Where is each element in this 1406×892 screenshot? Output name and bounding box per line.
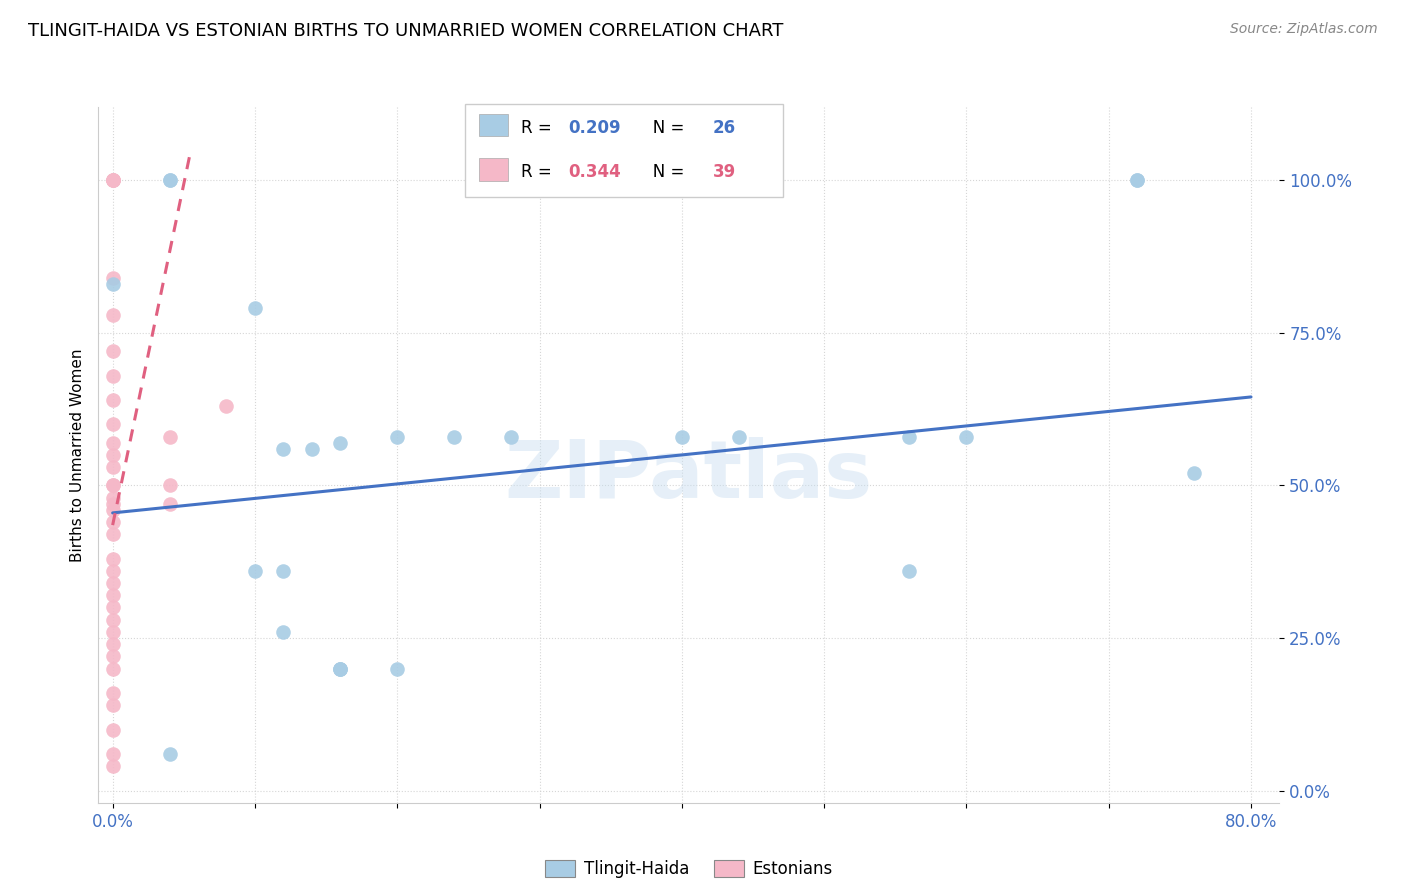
Point bbox=[159, 429, 181, 443]
Point bbox=[955, 429, 977, 443]
Point bbox=[101, 747, 124, 761]
Point bbox=[101, 491, 124, 505]
Point bbox=[101, 435, 124, 450]
Point bbox=[101, 277, 124, 291]
Point bbox=[329, 661, 352, 675]
Point bbox=[159, 173, 181, 187]
Point bbox=[101, 497, 124, 511]
Point bbox=[273, 564, 295, 578]
Point bbox=[101, 624, 124, 639]
Text: Source: ZipAtlas.com: Source: ZipAtlas.com bbox=[1230, 22, 1378, 37]
Point bbox=[101, 478, 124, 492]
Text: R =: R = bbox=[522, 163, 557, 181]
Point bbox=[101, 551, 124, 566]
Point bbox=[101, 600, 124, 615]
Point bbox=[243, 564, 266, 578]
Point bbox=[101, 698, 124, 713]
Point bbox=[101, 392, 124, 407]
Point bbox=[101, 576, 124, 591]
Point bbox=[101, 448, 124, 462]
Point bbox=[273, 624, 295, 639]
Point bbox=[101, 308, 124, 322]
Point bbox=[727, 429, 749, 443]
Point bbox=[301, 442, 323, 456]
Point bbox=[101, 417, 124, 432]
Point bbox=[101, 613, 124, 627]
Text: R =: R = bbox=[522, 120, 557, 137]
Point bbox=[273, 442, 295, 456]
Point bbox=[101, 686, 124, 700]
Point bbox=[101, 344, 124, 359]
Point bbox=[1126, 173, 1149, 187]
FancyBboxPatch shape bbox=[478, 114, 508, 136]
Point bbox=[499, 429, 522, 443]
Point bbox=[387, 429, 409, 443]
Point bbox=[387, 661, 409, 675]
Point bbox=[159, 497, 181, 511]
Point bbox=[1126, 173, 1149, 187]
Point bbox=[243, 301, 266, 316]
Y-axis label: Births to Unmarried Women: Births to Unmarried Women bbox=[69, 348, 84, 562]
Point bbox=[101, 637, 124, 651]
Point bbox=[101, 588, 124, 602]
Point bbox=[101, 661, 124, 675]
Point bbox=[101, 368, 124, 383]
Text: 0.344: 0.344 bbox=[568, 163, 621, 181]
Point bbox=[159, 478, 181, 492]
Point bbox=[215, 399, 238, 413]
FancyBboxPatch shape bbox=[464, 103, 783, 197]
Point bbox=[101, 759, 124, 773]
Point bbox=[101, 173, 124, 187]
Point bbox=[443, 429, 465, 443]
Point bbox=[101, 649, 124, 664]
Text: N =: N = bbox=[637, 163, 689, 181]
Text: 26: 26 bbox=[713, 120, 735, 137]
Point bbox=[898, 564, 921, 578]
Point bbox=[101, 478, 124, 492]
Point bbox=[101, 564, 124, 578]
Point bbox=[101, 173, 124, 187]
Point bbox=[101, 503, 124, 517]
Point bbox=[329, 661, 352, 675]
Point bbox=[159, 173, 181, 187]
Text: TLINGIT-HAIDA VS ESTONIAN BIRTHS TO UNMARRIED WOMEN CORRELATION CHART: TLINGIT-HAIDA VS ESTONIAN BIRTHS TO UNMA… bbox=[28, 22, 783, 40]
Point bbox=[101, 460, 124, 475]
Text: 39: 39 bbox=[713, 163, 735, 181]
Point bbox=[159, 747, 181, 761]
Text: ZIPatlas: ZIPatlas bbox=[505, 437, 873, 515]
Point bbox=[1182, 467, 1205, 481]
Point bbox=[101, 173, 124, 187]
Point bbox=[101, 271, 124, 285]
Point bbox=[101, 723, 124, 737]
Point bbox=[101, 173, 124, 187]
FancyBboxPatch shape bbox=[478, 158, 508, 180]
Point bbox=[101, 515, 124, 529]
Point bbox=[101, 527, 124, 541]
Text: N =: N = bbox=[637, 120, 689, 137]
Point bbox=[329, 435, 352, 450]
Text: 0.209: 0.209 bbox=[568, 120, 621, 137]
Point bbox=[329, 661, 352, 675]
Point bbox=[671, 429, 693, 443]
Legend: Tlingit-Haida, Estonians: Tlingit-Haida, Estonians bbox=[538, 854, 839, 885]
Point bbox=[898, 429, 921, 443]
